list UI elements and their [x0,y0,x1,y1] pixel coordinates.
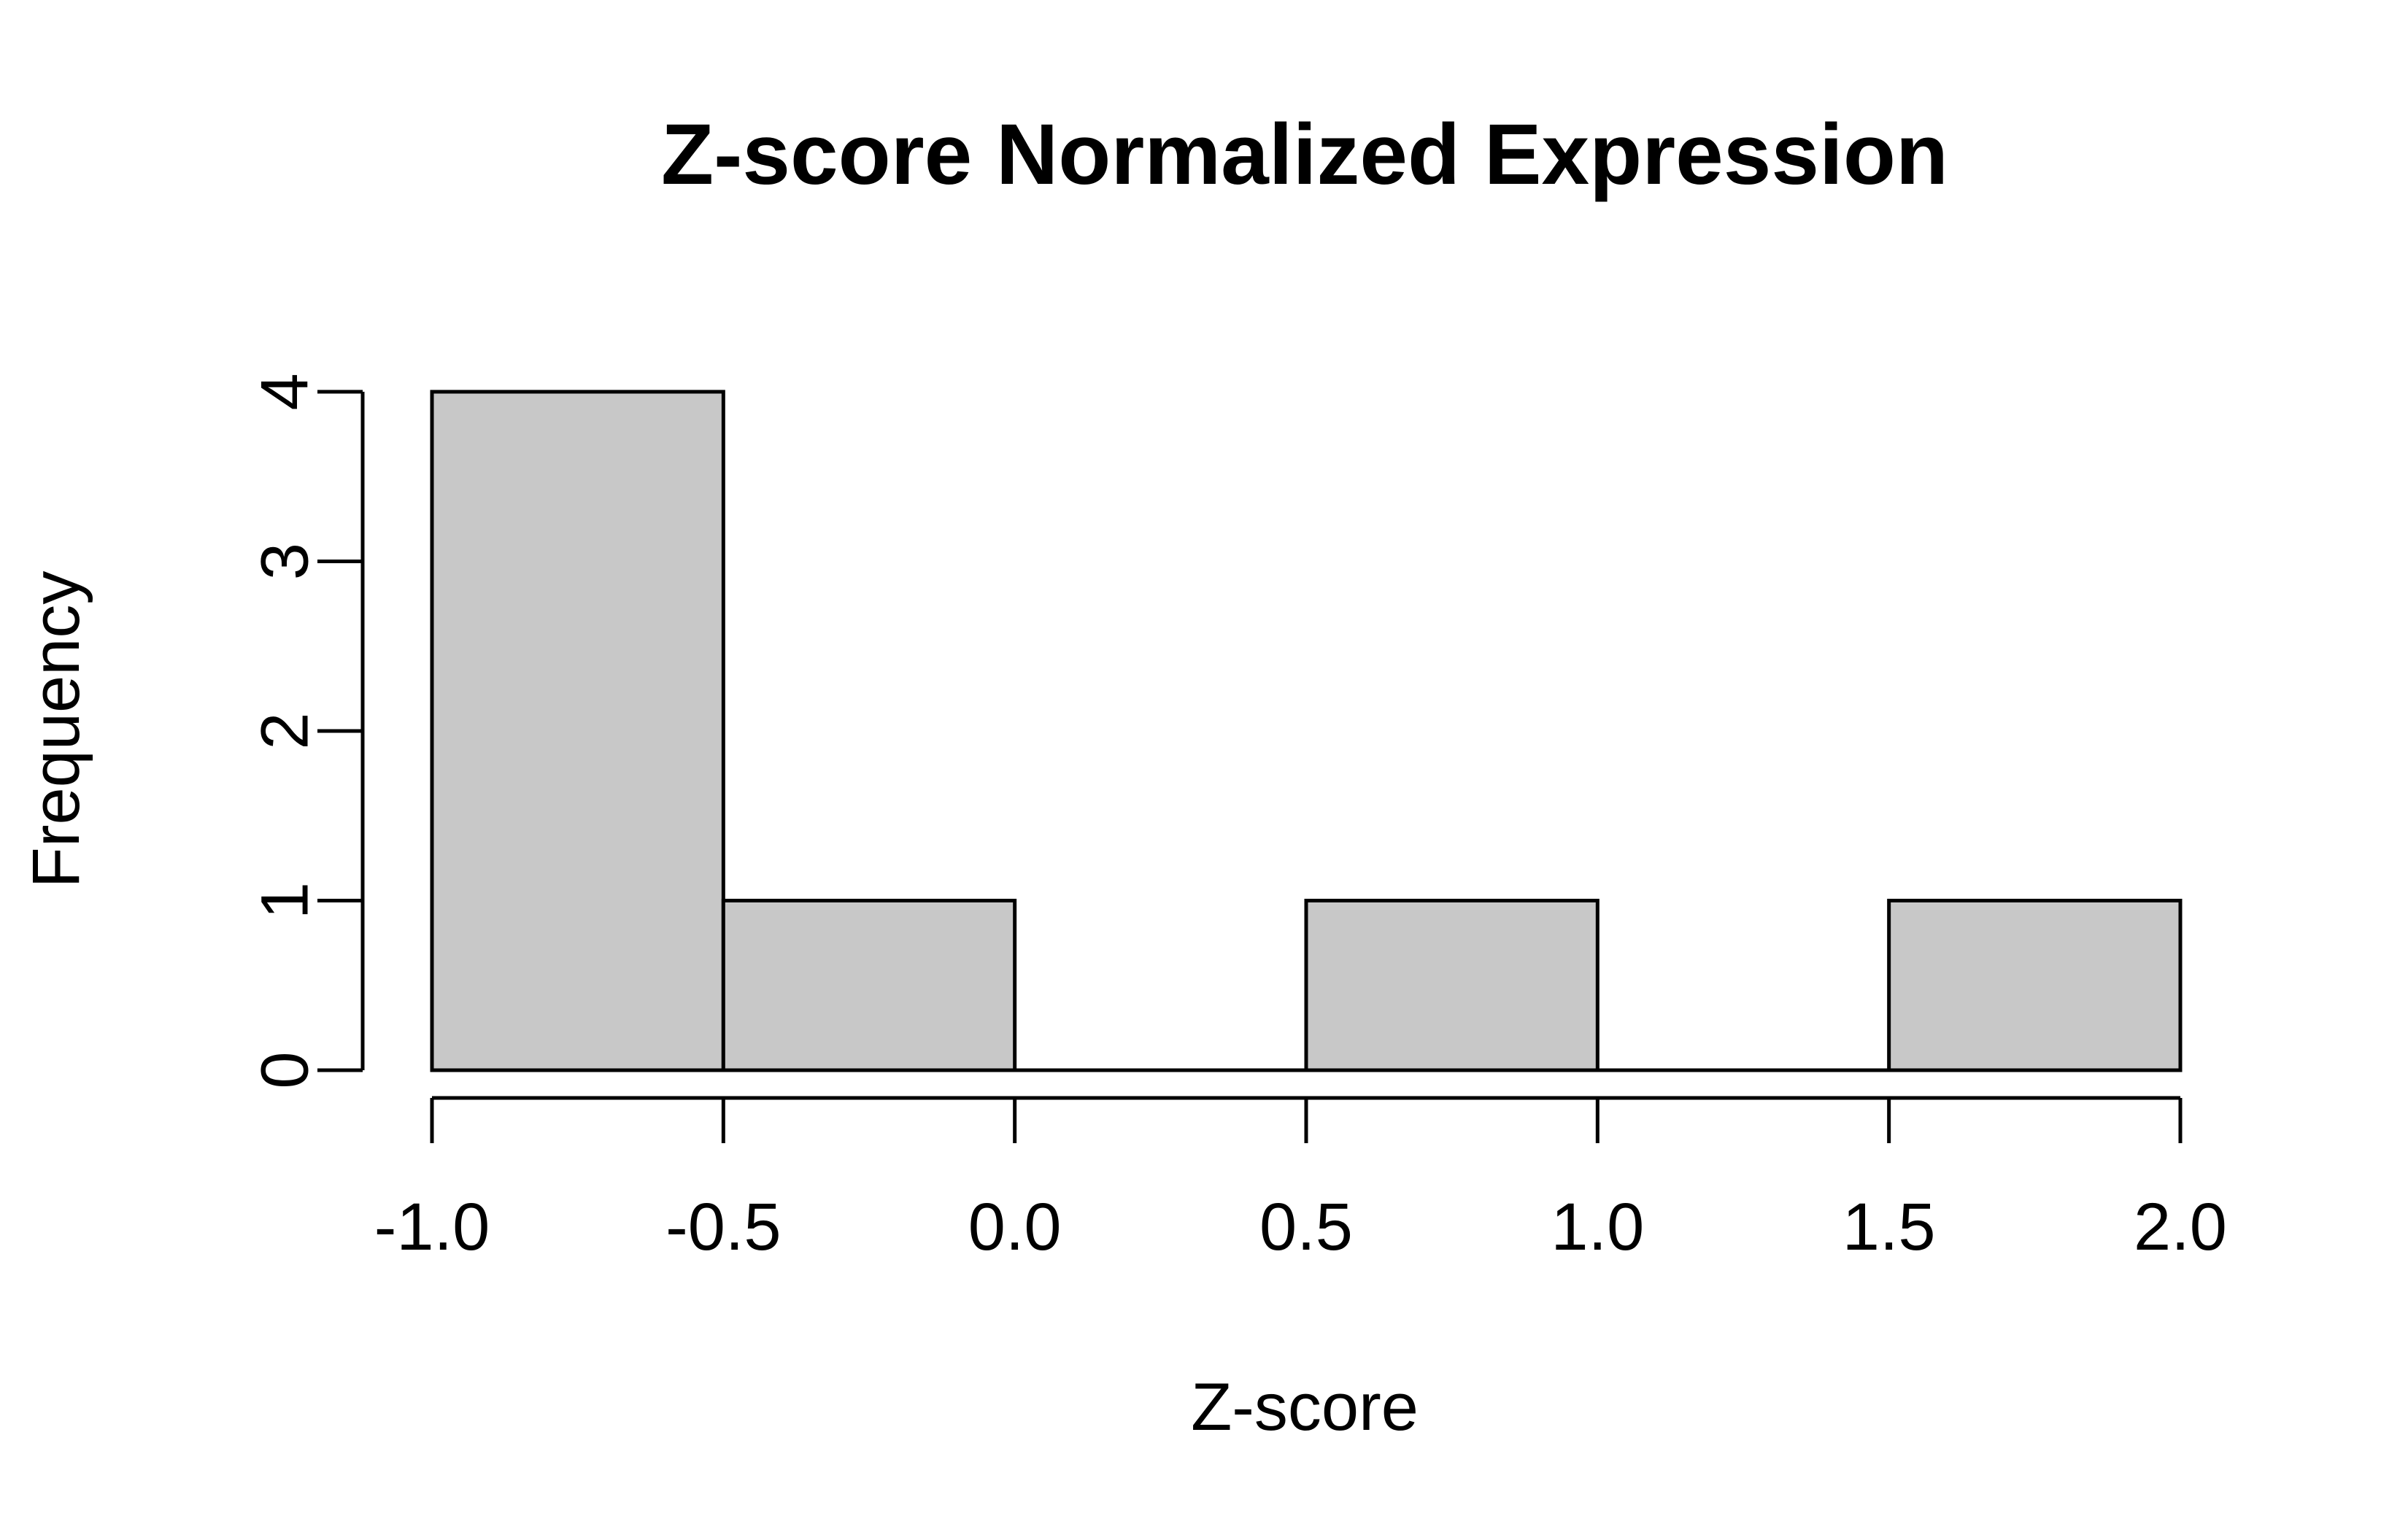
x-tick-label: 0.5 [1259,1190,1353,1264]
chart-title: Z-score Normalized Expression [661,107,1948,203]
x-tick-label: 0.0 [968,1190,1062,1264]
y-axis-label: Frequency [19,571,93,889]
y-axis: 0 1 2 3 4 [247,373,365,1089]
bars-group [430,390,2183,1072]
y-tick-label: 1 [247,882,322,919]
y-tick-label: 0 [247,1051,322,1088]
x-tick-label: 1.5 [1842,1190,1936,1264]
histogram-bar [721,899,1017,1072]
histogram-bar [1304,899,1599,1072]
histogram-bar [1887,899,2183,1072]
y-tick-label: 3 [247,543,322,580]
x-tick-label: -0.5 [665,1190,782,1264]
x-tick-label: 1.0 [1551,1190,1644,1264]
x-tick-label: -1.0 [374,1190,490,1264]
histogram-bar [430,390,725,1072]
y-tick-label: 4 [247,373,322,410]
x-axis-label: Z-score [1191,1370,1419,1444]
x-axis: -1.0 -0.5 0.0 0.5 1.0 1.5 2.0 [374,1096,2227,1264]
x-tick-label: 2.0 [2134,1190,2227,1264]
y-tick-label: 2 [247,712,322,749]
